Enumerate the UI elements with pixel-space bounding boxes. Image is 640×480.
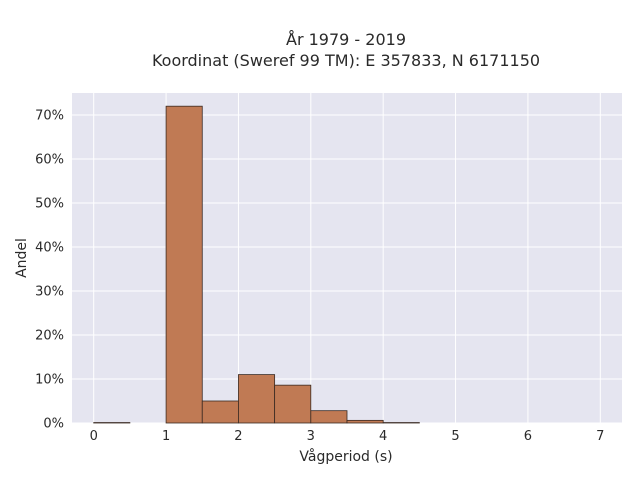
histogram-bar bbox=[274, 384, 312, 424]
chart-title-line-1: År 1979 - 2019 bbox=[286, 30, 406, 49]
histogram-bar bbox=[201, 400, 239, 424]
x-tick-label: 4 bbox=[379, 429, 387, 444]
y-tick-label: 10% bbox=[35, 373, 64, 388]
x-axis-title: Vågperiod (s) bbox=[299, 448, 392, 465]
y-tick-label: 60% bbox=[35, 153, 64, 168]
x-tick-label: 6 bbox=[524, 429, 532, 444]
x-tick-label: 0 bbox=[90, 429, 98, 444]
bars bbox=[93, 105, 420, 424]
x-tick-label: 5 bbox=[451, 429, 459, 444]
x-tick-label: 3 bbox=[307, 429, 315, 444]
y-tick-label: 50% bbox=[35, 197, 64, 212]
y-axis-title: Andel bbox=[14, 238, 30, 278]
y-tick-label: 30% bbox=[35, 285, 64, 300]
histogram-bar bbox=[346, 419, 384, 424]
y-tick-label: 20% bbox=[35, 329, 64, 344]
y-tick-label: 40% bbox=[35, 241, 64, 256]
y-tick-label: 0% bbox=[43, 417, 64, 432]
histogram-bar bbox=[310, 410, 348, 424]
x-tick-label: 7 bbox=[596, 429, 604, 444]
histogram-bar bbox=[238, 374, 276, 424]
histogram-bar bbox=[165, 105, 203, 424]
plot-area bbox=[72, 93, 622, 423]
x-tick-label: 2 bbox=[234, 429, 242, 444]
y-tick-label: 70% bbox=[35, 109, 64, 124]
grid-lines bbox=[72, 93, 622, 424]
y-axis-ticks: 0% 10% 20% 30% 40% 50% 60% 70% bbox=[35, 109, 64, 432]
x-axis-ticks: 0 1 2 3 4 5 6 7 bbox=[90, 429, 605, 444]
x-tick-label: 1 bbox=[162, 429, 170, 444]
chart-title-line-2: Koordinat (Sweref 99 TM): E 357833, N 61… bbox=[152, 51, 540, 70]
